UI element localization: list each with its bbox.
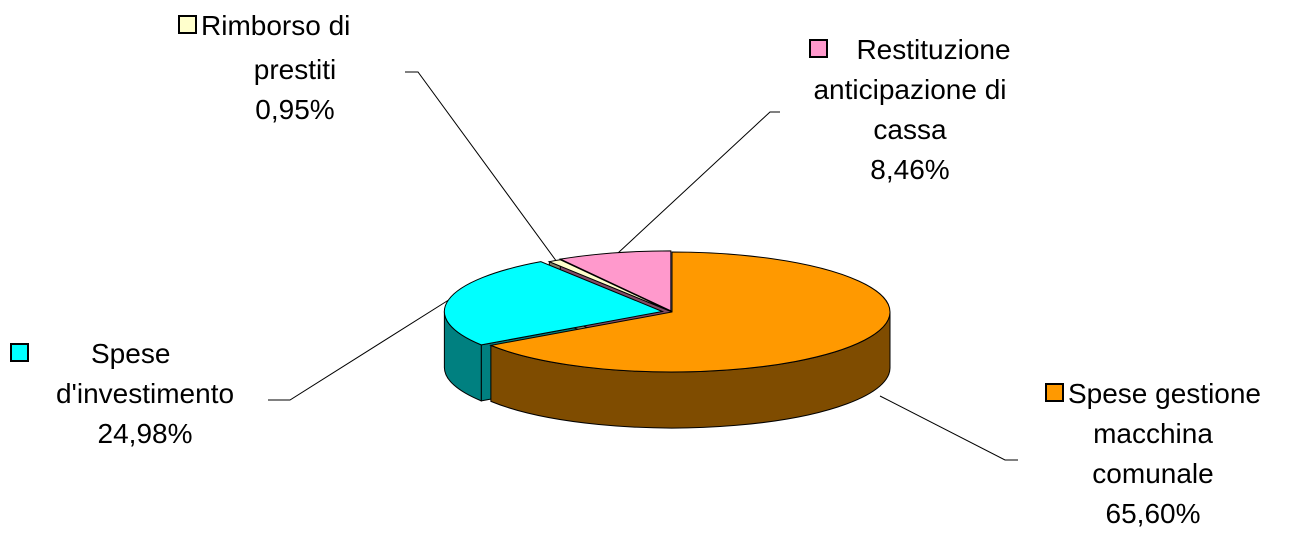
label-rimborso-rest: prestiti 0,95% — [210, 50, 380, 130]
leader-line-spese-gestione-macchina-comunale — [880, 396, 1018, 460]
label-restituzione-pct: 8,46% — [780, 150, 1040, 190]
label-spese-investimento: Spese d'investimento 24,98% — [10, 334, 280, 454]
label-restituzione: Restituzione anticipazione di cassa 8,46… — [780, 30, 1040, 190]
legend-swatch-gestione — [1045, 383, 1064, 402]
legend-swatch-restituzione — [809, 39, 828, 58]
label-rimborso-line2: prestiti — [210, 50, 380, 90]
legend-swatch-rimborso — [178, 15, 197, 34]
leader-line-rimborso-di-prestiti — [405, 72, 557, 262]
label-spese-gestione: Spese gestione macchina comunale 65,60% — [1018, 374, 1288, 534]
label-rimborso-pct: 0,95% — [210, 90, 380, 130]
leader-line-spese-d-investimento — [268, 296, 455, 400]
leader-line-restituzione-anticipazione-di-cassa — [618, 112, 780, 253]
label-restituzione-line3: cassa — [780, 110, 1040, 150]
label-investimento-line1: Spese — [10, 334, 280, 374]
label-restituzione-line1: Restituzione — [780, 30, 1040, 70]
pie-3d — [444, 251, 890, 428]
label-investimento-line2: d'investimento — [10, 374, 280, 414]
label-rimborso-di-prestiti: Rimborso di — [178, 6, 418, 46]
label-investimento-pct: 24,98% — [10, 414, 280, 454]
label-gestione-line3: comunale — [1018, 454, 1288, 494]
label-gestione-line2: macchina — [1018, 414, 1288, 454]
label-gestione-pct: 65,60% — [1018, 494, 1288, 534]
label-restituzione-line2: anticipazione di — [780, 70, 1040, 110]
label-rimborso-line1: Rimborso di — [178, 6, 418, 46]
label-gestione-line1: Spese gestione — [1018, 374, 1288, 414]
legend-swatch-investimento — [10, 343, 29, 362]
